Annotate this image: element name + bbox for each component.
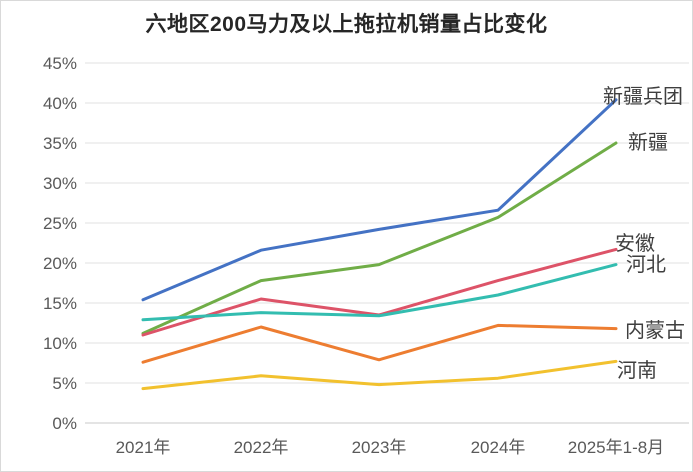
x-axis-tick-label: 2023年 <box>352 438 407 457</box>
chart-title: 六地区200马力及以上拖拉机销量占比变化 <box>145 13 548 36</box>
y-axis-tick-label: 15% <box>43 294 77 313</box>
y-axis-tick-label: 5% <box>52 374 77 393</box>
x-axis-tick-label: 2024年 <box>471 438 526 457</box>
y-axis-tick-label: 25% <box>43 214 77 233</box>
series-label-新疆兵团: 新疆兵团 <box>603 85 683 108</box>
y-axis-tick-label: 35% <box>43 134 77 153</box>
y-axis-tick-label: 45% <box>43 54 77 73</box>
series-line-安徽 <box>141 247 618 337</box>
series-label-安徽: 安徽 <box>615 232 655 255</box>
series-line-内蒙古 <box>141 323 618 364</box>
y-axis-tick-label: 20% <box>43 254 77 273</box>
x-axis-tick-label: 2021年 <box>116 438 171 457</box>
y-axis-tick-label: 40% <box>43 94 77 113</box>
series-label-内蒙古: 内蒙古 <box>625 319 685 342</box>
series-line-河北 <box>141 263 618 322</box>
y-axis-tick-label: 0% <box>52 414 77 433</box>
y-axis-tick-label: 30% <box>43 174 77 193</box>
series-label-新疆: 新疆 <box>628 131 668 154</box>
series-line-河南 <box>141 359 618 391</box>
series-line-新疆兵团 <box>141 98 618 302</box>
series-label-河南: 河南 <box>617 359 657 382</box>
x-axis-tick-label: 2025年1-8月 <box>568 438 664 457</box>
series-line-新疆 <box>141 141 618 335</box>
x-axis-tick-label: 2022年 <box>234 438 289 457</box>
series-label-河北: 河北 <box>626 253 666 276</box>
y-axis-tick-label: 10% <box>43 334 77 353</box>
